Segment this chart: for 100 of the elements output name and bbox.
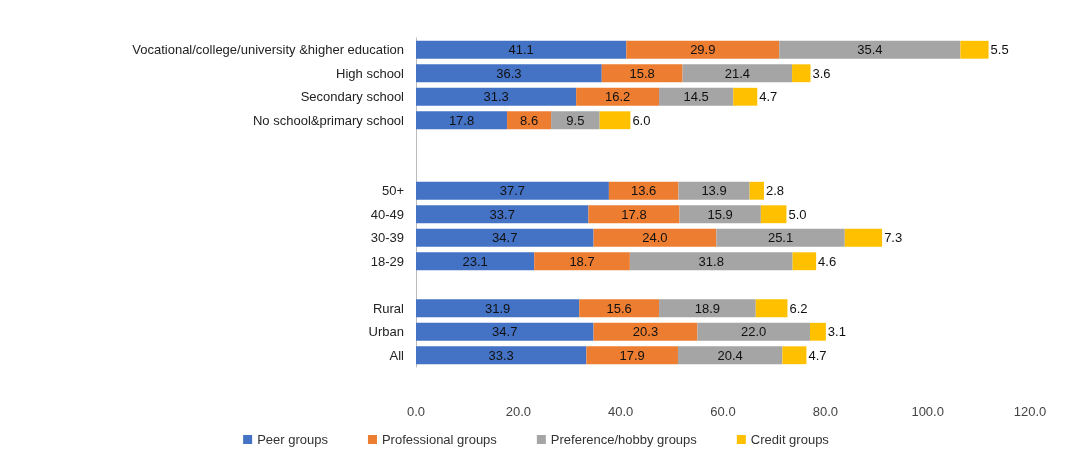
data-label: 9.5	[566, 112, 585, 128]
bar	[586, 346, 678, 365]
bar	[809, 322, 826, 341]
data-label: 18.9	[694, 300, 721, 316]
data-label: 31.8	[698, 253, 724, 269]
bar	[697, 322, 810, 341]
data-label: 8.6	[520, 112, 539, 128]
data-label: 15.8	[629, 65, 655, 81]
bar	[733, 87, 758, 106]
y-tick-label: Urban	[368, 324, 404, 340]
bar	[792, 252, 817, 271]
bar	[960, 40, 989, 59]
legend-label: Preference/hobby groups	[550, 432, 698, 447]
data-label: 23.1	[462, 253, 488, 269]
x-tick-label: 0.0	[406, 404, 426, 419]
data-label: 36.3	[496, 65, 522, 81]
data-label: 18.7	[569, 253, 595, 269]
bar	[782, 346, 807, 365]
data-label: 31.9	[484, 300, 511, 316]
bar	[716, 228, 845, 247]
x-tick-label: 80.0	[812, 404, 838, 419]
data-label: 3.1	[827, 324, 846, 340]
x-tick-label: 20.0	[505, 404, 531, 419]
bar	[659, 87, 734, 106]
data-label: 33.3	[488, 347, 514, 363]
data-label: 15.6	[606, 300, 632, 316]
bar	[626, 40, 780, 59]
x-tick-label: 60.0	[710, 404, 736, 419]
data-label: 7.3	[884, 230, 903, 246]
bar	[593, 228, 717, 247]
bar	[749, 181, 764, 200]
bar	[416, 346, 587, 365]
data-label: 4.7	[759, 89, 778, 105]
bar	[551, 111, 600, 130]
y-tick-label: High school	[336, 65, 405, 81]
bar	[416, 87, 577, 106]
bar	[678, 181, 750, 200]
bar	[760, 205, 787, 224]
data-label: 29.9	[690, 42, 716, 58]
data-label: 35.4	[857, 42, 883, 58]
data-label: 22.0	[741, 324, 767, 340]
bar	[679, 205, 761, 224]
data-label: 13.9	[701, 183, 727, 199]
data-label: 21.4	[724, 65, 750, 81]
y-tick-label: Secondary school	[300, 89, 405, 105]
bar	[629, 252, 793, 271]
data-label: 16.2	[604, 89, 631, 105]
bar	[792, 64, 811, 83]
y-tick-label: No school&primary school	[252, 112, 405, 128]
x-tick-label: 120.0	[1013, 404, 1047, 419]
y-tick-label: 30-39	[370, 230, 404, 246]
y-tick-label: Rural	[372, 300, 405, 316]
data-label: 41.1	[508, 42, 534, 58]
data-label: 17.8	[621, 206, 647, 222]
data-label: 33.7	[489, 206, 515, 222]
bar	[579, 299, 660, 318]
data-label: 34.7	[492, 230, 518, 246]
data-label: 37.7	[499, 183, 526, 199]
bar	[608, 181, 679, 200]
data-label: 4.6	[818, 253, 837, 269]
bar	[416, 322, 594, 341]
bar	[593, 322, 698, 341]
legend-label: Credit groups	[750, 432, 830, 447]
y-tick-label: 18-29	[370, 253, 404, 269]
bar	[416, 40, 627, 59]
data-label: 24.0	[642, 230, 668, 246]
y-tick-label: Vocational/college/university &higher education	[132, 42, 404, 58]
data-label: 2.8	[765, 183, 785, 199]
bar	[601, 64, 683, 83]
data-label: 17.9	[619, 347, 645, 363]
bar	[779, 40, 961, 59]
legend-label: Professional groups	[381, 432, 498, 447]
bar	[416, 228, 594, 247]
data-label: 3.6	[812, 65, 831, 81]
data-label: 14.5	[683, 89, 709, 105]
data-label: 5.0	[788, 206, 807, 222]
x-tick-label: 40.0	[608, 404, 634, 419]
data-label: 31.3	[483, 89, 509, 105]
bar	[677, 346, 783, 365]
data-label: 13.6	[631, 183, 657, 199]
data-label: 20.4	[717, 347, 743, 363]
y-tick-label: All	[389, 347, 405, 363]
bar	[416, 205, 589, 224]
legend-label: Peer groups	[257, 432, 329, 447]
bar	[416, 111, 508, 130]
bar	[576, 87, 660, 106]
bar	[416, 181, 609, 200]
x-tick-label: 100.0	[911, 404, 944, 419]
data-label: 6.2	[789, 300, 808, 316]
data-label: 6.0	[632, 112, 651, 128]
y-tick-label: 40-49	[370, 206, 404, 222]
y-tick-label: 50+	[381, 183, 404, 199]
bar	[682, 64, 793, 83]
data-label: 5.5	[990, 42, 1009, 58]
bar	[534, 252, 630, 271]
bar	[755, 299, 788, 318]
bar	[416, 64, 602, 83]
bar	[588, 205, 680, 224]
data-label: 17.8	[448, 112, 475, 128]
bar	[416, 252, 535, 271]
